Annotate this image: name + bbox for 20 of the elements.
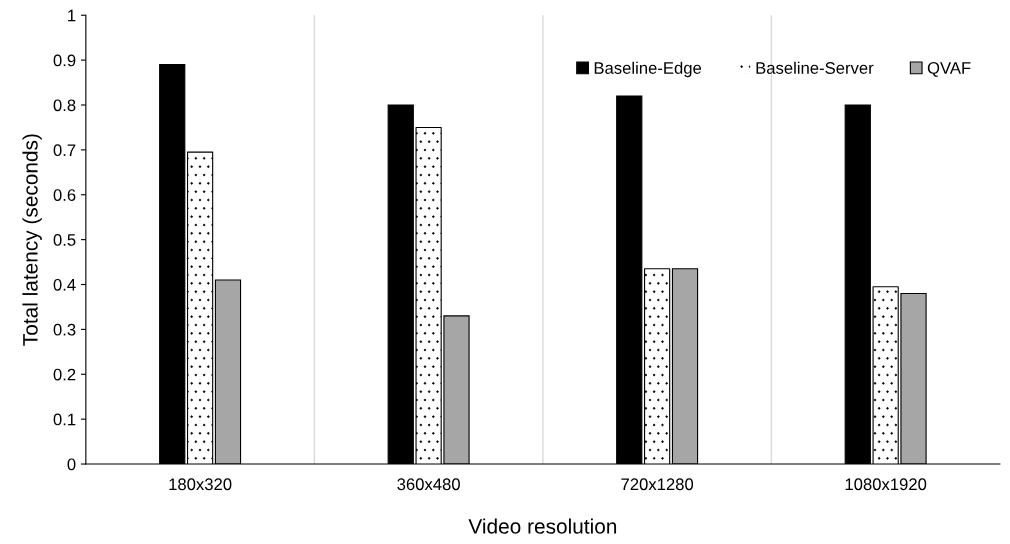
y-tick-label: 0.7 bbox=[53, 144, 76, 157]
legend-label: QVAF bbox=[927, 62, 971, 77]
y-tick-label: 0.8 bbox=[53, 99, 76, 112]
x-tick-label: 360x480 bbox=[397, 478, 460, 491]
y-tick-label: 0.6 bbox=[53, 189, 76, 201]
y-tick-label: 0.9 bbox=[53, 54, 76, 67]
y-tick-label: 0.5 bbox=[53, 234, 76, 246]
x-axis-title: Video resolution bbox=[468, 518, 617, 534]
y-tick-label: 0 bbox=[67, 458, 76, 471]
y-tick-label: 0.1 bbox=[53, 413, 76, 426]
legend-label: Baseline-Edge bbox=[594, 61, 702, 78]
y-tick-label: 0.3 bbox=[53, 323, 76, 336]
x-tick-label: 720x1280 bbox=[621, 478, 694, 491]
x-tick-label: 180x320 bbox=[169, 478, 232, 491]
y-axis-title: Total latency (seconds) bbox=[22, 134, 42, 346]
y-tick-label: 0.2 bbox=[53, 368, 76, 381]
y-tick-label: 1 bbox=[68, 9, 76, 22]
legend-label: Baseline-Server bbox=[756, 61, 874, 74]
y-tick-label: 0.4 bbox=[53, 278, 76, 291]
x-tick-label: 1080x1920 bbox=[845, 478, 927, 491]
